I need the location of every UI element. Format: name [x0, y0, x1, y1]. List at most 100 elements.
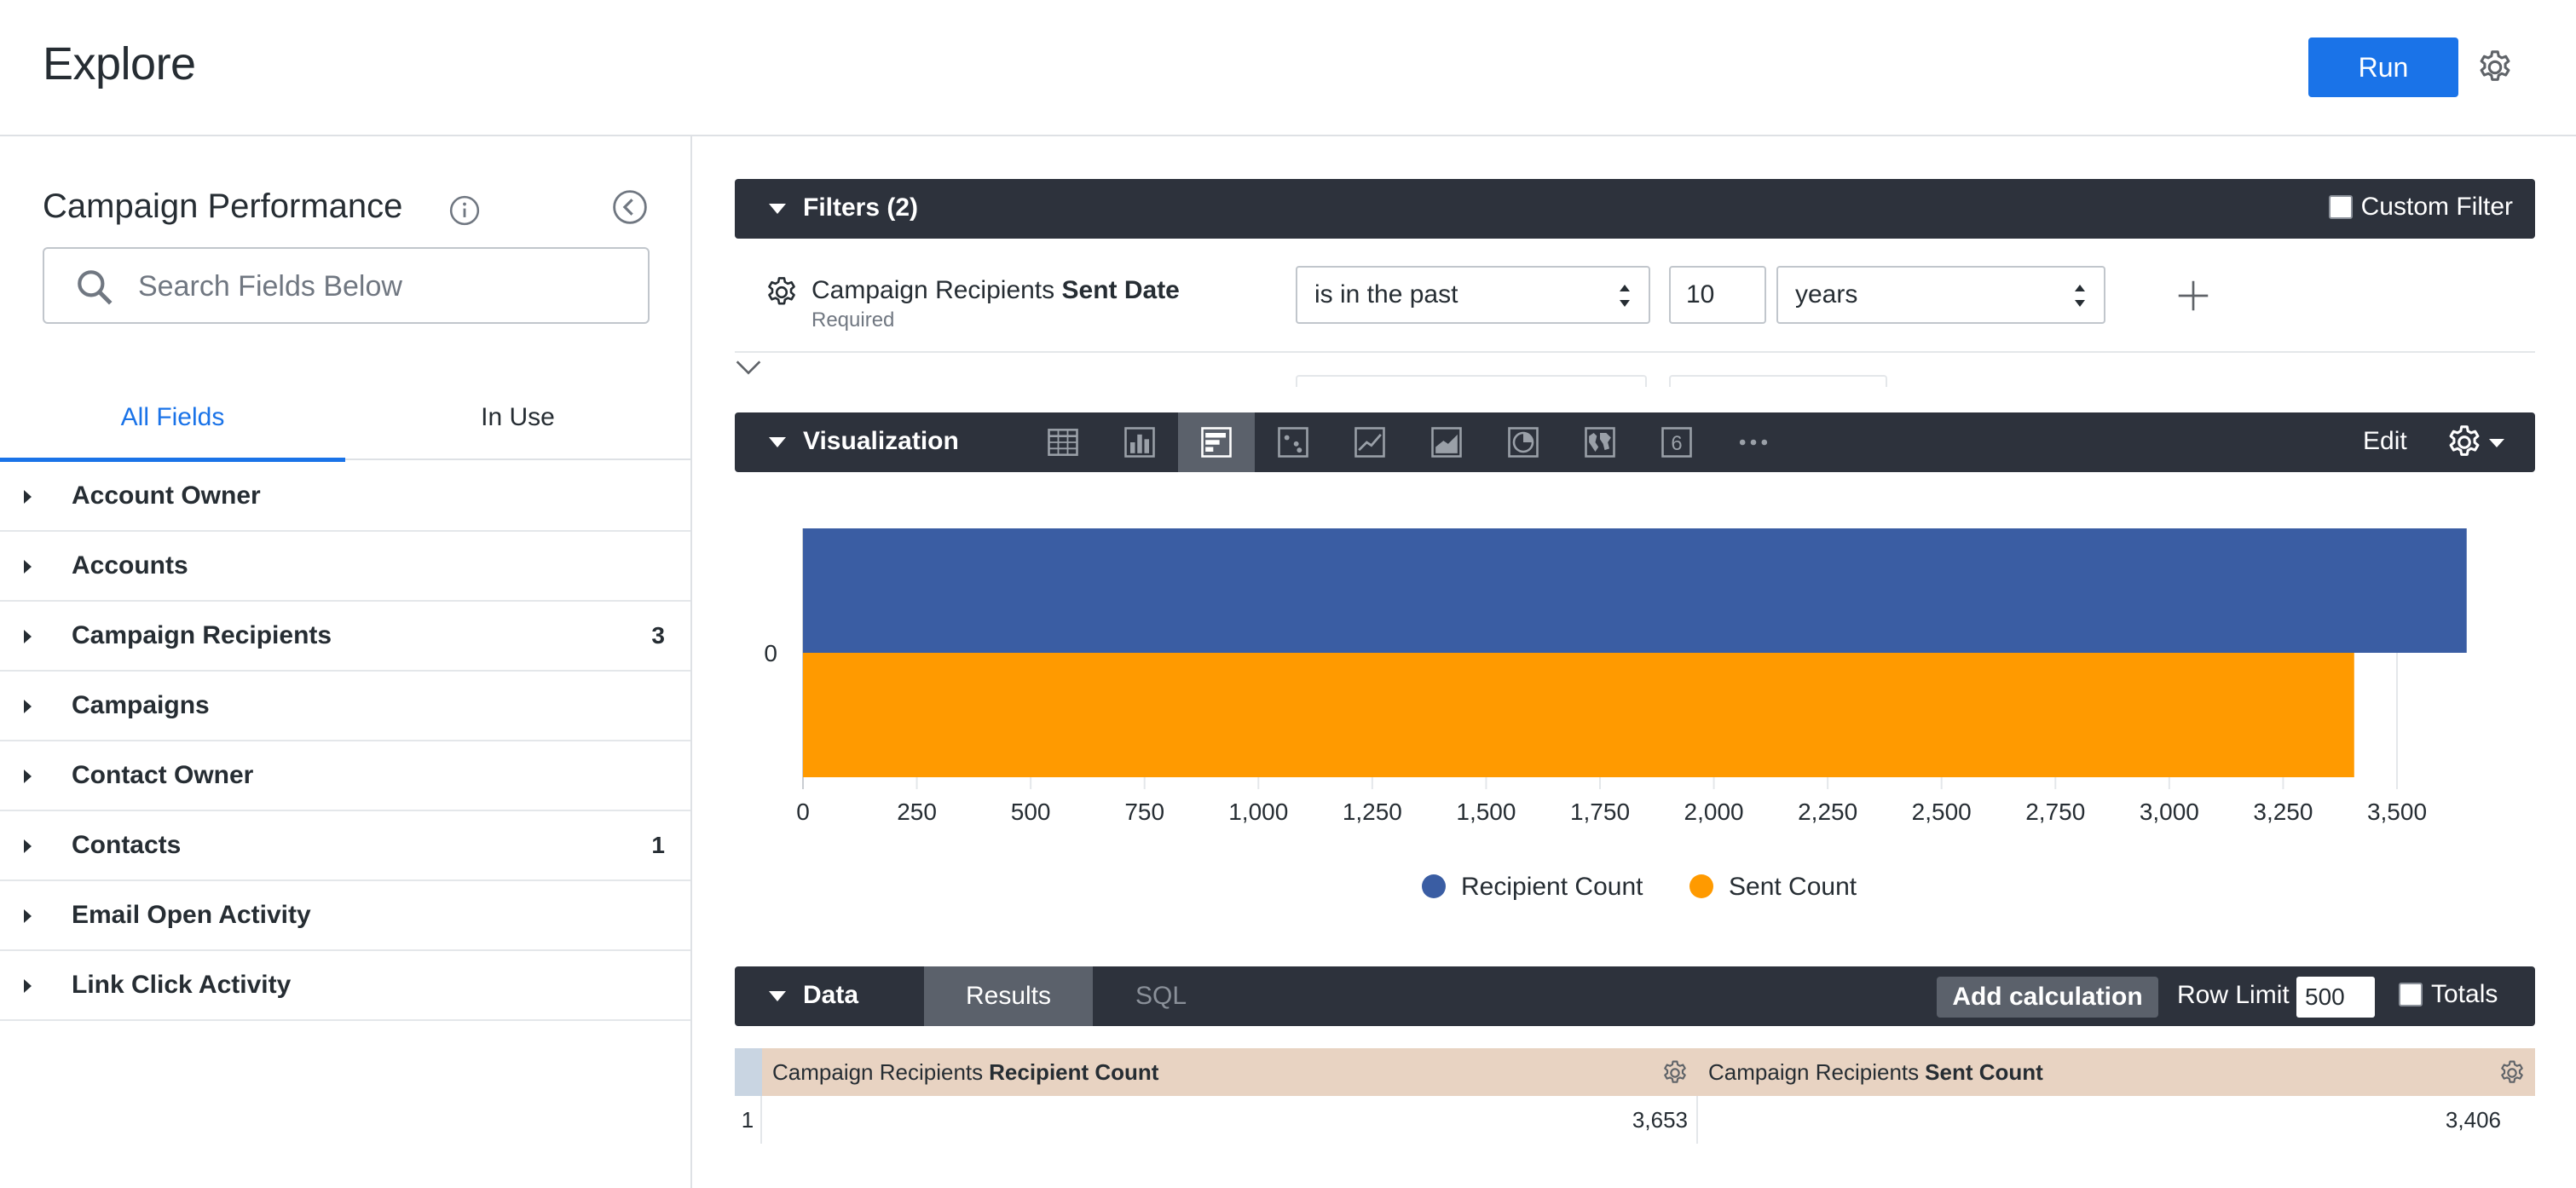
- visualization-type-picker: 6: [1025, 412, 1792, 472]
- visualization-title: Visualization: [803, 427, 959, 455]
- app-header: Explore Run: [0, 0, 2576, 136]
- tab-all-fields[interactable]: All Fields: [0, 375, 345, 462]
- table-row: 1 3,653 3,406: [735, 1096, 2535, 1144]
- view-label: Accounts: [72, 551, 188, 580]
- column-view-name: Campaign Recipients: [1708, 1058, 1920, 1085]
- legend-label[interactable]: Recipient Count: [1461, 873, 1643, 901]
- search-icon: [78, 270, 113, 305]
- x-tick-label: 2,500: [1912, 799, 1972, 825]
- data-title: Data: [803, 981, 859, 1009]
- caret-right-icon: [24, 700, 32, 713]
- gear-icon[interactable]: [2445, 423, 2484, 462]
- caret-right-icon: [24, 490, 32, 504]
- filter-value-input[interactable]: 10: [1669, 266, 1766, 324]
- gear-icon[interactable]: [764, 274, 800, 310]
- column-view-name: Campaign Recipients: [772, 1058, 984, 1085]
- filter-row-partial: [1296, 375, 1647, 387]
- scatter-icon[interactable]: [1255, 412, 1331, 472]
- add-calculation-button[interactable]: Add calculation: [1937, 977, 2158, 1018]
- search-input[interactable]: [138, 261, 632, 312]
- caret-right-icon: [24, 909, 32, 923]
- bar-sent-count[interactable]: [803, 653, 2354, 777]
- view-label: Campaigns: [72, 691, 210, 719]
- field-tabs: All Fields In Use: [0, 375, 690, 462]
- cell-recipient-count[interactable]: 3,653: [762, 1096, 1698, 1144]
- x-tick-label: 1,000: [1228, 799, 1288, 825]
- chevron-down-icon[interactable]: [735, 358, 762, 377]
- x-tick-label: 3,500: [2367, 799, 2427, 825]
- info-icon[interactable]: [448, 194, 481, 227]
- tab-in-use[interactable]: In Use: [481, 403, 555, 431]
- row-number-header: [735, 1048, 762, 1096]
- filter-field-label: Sent Date: [1061, 276, 1180, 304]
- caret-right-icon: [24, 560, 32, 574]
- filter-unit-value: years: [1795, 280, 1858, 309]
- view-row-link-click-activity[interactable]: Link Click Activity: [0, 951, 690, 1021]
- custom-filter-toggle[interactable]: Custom Filter: [2328, 193, 2513, 222]
- pie-chart-icon[interactable]: [1485, 412, 1562, 472]
- totals-checkbox[interactable]: [2399, 983, 2423, 1006]
- x-tick-label: 2,000: [1684, 799, 1744, 825]
- x-tick-label: 250: [897, 799, 937, 825]
- column-chart-icon[interactable]: [1101, 412, 1178, 472]
- filter-operator-value: is in the past: [1314, 280, 1458, 309]
- visualization-edit-button[interactable]: Edit: [2363, 427, 2407, 455]
- x-tick-label: 1,750: [1570, 799, 1630, 825]
- view-count: 1: [651, 832, 665, 858]
- explore-name: Campaign Performance: [43, 187, 403, 225]
- view-row-campaign-recipients[interactable]: Campaign Recipients 3: [0, 602, 690, 672]
- filter-required-note: Required: [811, 309, 895, 332]
- view-label: Email Open Activity: [72, 901, 311, 929]
- row-number: 1: [735, 1096, 762, 1144]
- bar-recipient-count[interactable]: [803, 528, 2467, 653]
- filters-bar[interactable]: Filters (2) Custom Filter: [735, 179, 2535, 239]
- x-tick-label: 500: [1011, 799, 1051, 825]
- view-row-campaigns[interactable]: Campaigns: [0, 672, 690, 741]
- more-icon[interactable]: [1715, 412, 1792, 472]
- column-gear-icon[interactable]: [2498, 1058, 2527, 1087]
- single-value-icon[interactable]: 6: [1638, 412, 1715, 472]
- column-header-recipient-count[interactable]: Campaign Recipients Recipient Count: [762, 1048, 1696, 1096]
- caret-down-icon: [769, 204, 786, 214]
- area-chart-icon[interactable]: [1408, 412, 1485, 472]
- filter-unit-select[interactable]: years: [1776, 266, 2105, 324]
- gear-icon[interactable]: [2475, 48, 2515, 87]
- data-bar[interactable]: Data Results SQL Add calculation Row Lim…: [735, 966, 2535, 1026]
- line-chart-icon[interactable]: [1331, 412, 1408, 472]
- column-header-sent-count[interactable]: Campaign Recipients Sent Count: [1698, 1048, 2535, 1096]
- collapse-sidebar-icon[interactable]: [612, 189, 648, 225]
- page-title: Explore: [43, 38, 196, 89]
- totals-toggle[interactable]: Totals: [2399, 980, 2498, 1009]
- bar-chart-icon[interactable]: [1178, 412, 1255, 472]
- search-field: [43, 247, 650, 324]
- view-row-contact-owner[interactable]: Contact Owner: [0, 741, 690, 811]
- custom-filter-checkbox[interactable]: [2328, 195, 2353, 219]
- caret-right-icon: [24, 839, 32, 853]
- filter-operator-select[interactable]: is in the past: [1296, 266, 1650, 324]
- row-limit-input[interactable]: [2296, 977, 2375, 1018]
- tab-results[interactable]: Results: [924, 966, 1093, 1026]
- view-row-accounts[interactable]: Accounts: [0, 532, 690, 602]
- view-row-contacts[interactable]: Contacts 1: [0, 811, 690, 881]
- visualization-bar[interactable]: Visualization 6 Edit: [735, 412, 2535, 472]
- run-button[interactable]: Run: [2308, 37, 2458, 97]
- legend-label[interactable]: Sent Count: [1729, 873, 1857, 901]
- view-row-email-open-activity[interactable]: Email Open Activity: [0, 881, 690, 951]
- view-row-account-owner[interactable]: Account Owner: [0, 462, 690, 532]
- x-tick-label: 2,250: [1798, 799, 1857, 825]
- add-icon[interactable]: [2174, 276, 2213, 315]
- bar-chart: 0 250 500 750 1,000 1,250 1,500 1,750 2,000 2,250…: [764, 528, 2467, 901]
- table-icon[interactable]: [1025, 412, 1101, 472]
- tab-sql[interactable]: SQL: [1135, 982, 1187, 1010]
- filter-view-name: Campaign Recipients: [811, 276, 1055, 304]
- row-limit-label: Row Limit: [2177, 981, 2290, 1009]
- caret-down-icon[interactable]: [2489, 439, 2504, 447]
- select-arrows-icon: [1620, 285, 1630, 307]
- view-label: Account Owner: [72, 482, 261, 510]
- field-picker-sidebar: Campaign Performance All Fields In Use A…: [0, 136, 692, 1188]
- map-icon[interactable]: [1562, 412, 1638, 472]
- column-gear-icon[interactable]: [1661, 1058, 1689, 1087]
- cell-sent-count[interactable]: 3,406: [2445, 1106, 2501, 1133]
- x-tick-label: 3,250: [2253, 799, 2313, 825]
- view-label: Contacts: [72, 831, 182, 859]
